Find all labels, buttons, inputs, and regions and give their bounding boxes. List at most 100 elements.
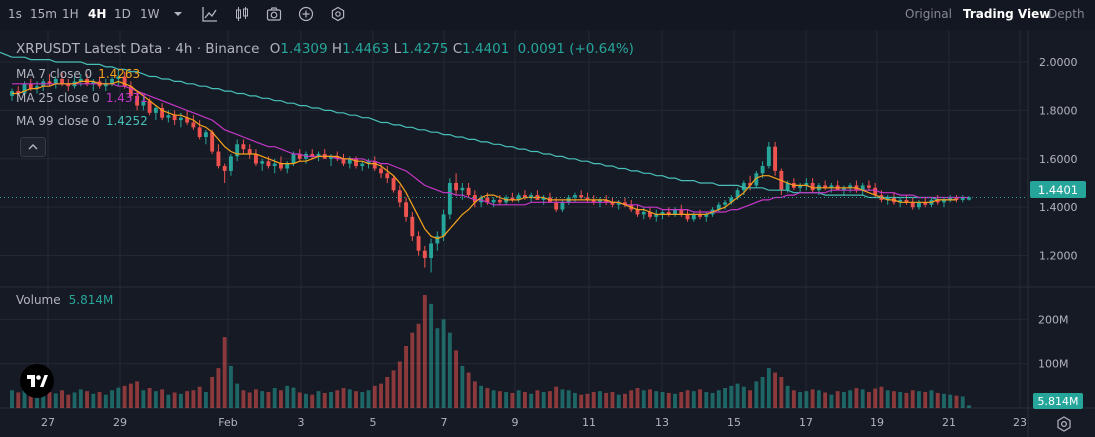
- candle-body: [898, 199, 903, 203]
- volume-bar: [560, 389, 565, 408]
- time-tick-label: 27: [41, 416, 55, 429]
- volume-bar: [729, 385, 734, 408]
- volume-bar: [85, 391, 89, 408]
- candle-body: [454, 182, 459, 191]
- price-chart[interactable]: 1.2000 1.4000 1.6000 1.8000 2.0000 100M 200M 27…: [0, 30, 1095, 437]
- view-trading-view[interactable]: Trading View: [963, 7, 1051, 21]
- volume-bar: [848, 390, 853, 408]
- candle-body: [28, 83, 33, 89]
- candle-body: [948, 197, 953, 200]
- volume-tag: 5.814M: [1033, 393, 1083, 409]
- ma7-line: [12, 80, 957, 240]
- candle-body: [823, 185, 828, 188]
- volume-bar: [379, 383, 383, 408]
- volume-bar: [153, 391, 158, 408]
- candle-body: [785, 182, 790, 191]
- view-depth[interactable]: Depth: [1048, 7, 1085, 21]
- volume-bar: [53, 393, 58, 408]
- volume-bar: [10, 390, 14, 408]
- candle-body: [404, 202, 408, 217]
- ma25-value: 1.4371: [105, 91, 148, 105]
- volume-bar: [917, 391, 921, 408]
- candle-body: [635, 209, 640, 215]
- volume-bar: [297, 392, 302, 408]
- volume-bar: [122, 385, 127, 408]
- volume-bar: [141, 390, 146, 408]
- legend-collapse-button[interactable]: [20, 137, 46, 157]
- volume-bar: [335, 390, 340, 408]
- candle-body: [754, 173, 759, 186]
- volume-bar: [72, 392, 77, 408]
- timeframe-1s[interactable]: 1s: [8, 7, 22, 21]
- volume-bar: [454, 350, 459, 408]
- timeframe-4h[interactable]: 4H: [88, 7, 107, 21]
- volume-bar: [698, 389, 702, 408]
- candle-type-icon[interactable]: [232, 4, 252, 24]
- candle-body: [848, 185, 853, 188]
- plus-circle-icon[interactable]: [296, 4, 316, 24]
- candle-body: [760, 166, 765, 174]
- price-tick-label: 1.8000: [1039, 104, 1078, 117]
- volume-bar: [585, 393, 590, 408]
- candle-body: [178, 117, 183, 121]
- volume-bar: [410, 332, 415, 408]
- chart-settings-icon[interactable]: [1055, 415, 1073, 433]
- timeframe-1h[interactable]: 1H: [62, 7, 79, 21]
- volume-bar: [885, 390, 890, 408]
- volume-bar: [704, 392, 709, 408]
- candle-body: [460, 187, 465, 191]
- candle-body: [210, 132, 215, 152]
- timeframe-1d[interactable]: 1D: [114, 7, 131, 21]
- tradingview-logo-icon[interactable]: [20, 364, 54, 398]
- volume-bar: [504, 392, 509, 408]
- volume-bar: [541, 392, 546, 408]
- timeframe-1w[interactable]: 1W: [140, 7, 160, 21]
- volume-bar: [791, 390, 796, 408]
- ohlc-close-label: C: [452, 41, 463, 57]
- candle-body: [91, 81, 96, 84]
- candle-body: [416, 236, 421, 251]
- volume-bar: [854, 388, 859, 408]
- chart-legend: XRPUSDT Latest Data · 4h · Binance O1.43…: [16, 41, 634, 57]
- volume-bar: [904, 392, 909, 408]
- volume-bar: [41, 389, 46, 408]
- candle-body: [441, 214, 446, 237]
- volume-bar: [910, 390, 915, 408]
- candle-body: [942, 199, 946, 203]
- candle-body: [203, 132, 208, 138]
- candle-body: [16, 91, 21, 94]
- timeframe-15m[interactable]: 15m: [30, 7, 57, 21]
- candle-body: [648, 212, 652, 217]
- chevron-down-icon[interactable]: [168, 4, 188, 24]
- candle-body: [160, 107, 165, 118]
- candle-body: [610, 202, 615, 205]
- candle-body: [241, 144, 246, 150]
- ma7-label: MA 7 close 0: [16, 67, 93, 81]
- candle-body: [873, 187, 878, 196]
- settings-hex-icon[interactable]: [328, 4, 348, 24]
- candle-body: [347, 158, 352, 164]
- volume-bar: [266, 392, 271, 408]
- volume-bar: [535, 390, 540, 408]
- volume-bar: [967, 405, 971, 408]
- volume-bar: [254, 389, 258, 408]
- ma99-line: [12, 56, 957, 201]
- volume-bar: [441, 319, 446, 408]
- volume-bar: [648, 389, 652, 408]
- volume-bar: [366, 390, 371, 408]
- indicators-icon[interactable]: [200, 4, 220, 24]
- volume-bar: [341, 388, 346, 408]
- candle-body: [235, 144, 240, 157]
- candle-body: [60, 78, 64, 84]
- candle-body: [573, 195, 577, 198]
- volume-bar: [185, 391, 190, 408]
- candle-body: [35, 86, 39, 89]
- camera-icon[interactable]: [264, 4, 284, 24]
- volume-bar: [35, 394, 39, 408]
- candle-body: [447, 182, 452, 215]
- view-original[interactable]: Original: [905, 7, 952, 21]
- candle-body: [78, 78, 83, 82]
- volume-bar: [679, 392, 684, 408]
- volume-bar: [285, 385, 290, 408]
- volume-bar: [898, 392, 903, 408]
